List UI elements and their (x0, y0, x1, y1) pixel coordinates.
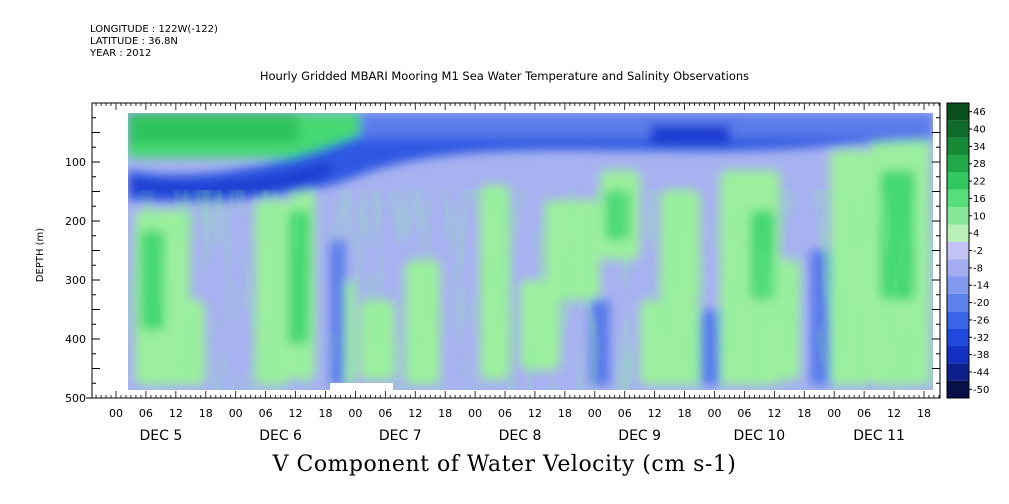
colorbar-label: 28 (973, 159, 986, 170)
field-texture (128, 190, 933, 390)
x-tick-label: 06 (378, 407, 392, 420)
colorbar-segment (947, 241, 969, 260)
strong-negative-band (128, 160, 330, 195)
colorbar-label: 16 (973, 194, 986, 205)
colorbar-label: 10 (973, 211, 986, 222)
x-tick-label: 06 (139, 407, 153, 420)
colorbar-segment (947, 293, 969, 312)
colorbar-label: -26 (973, 315, 989, 326)
colorbar-segment (947, 259, 969, 277)
colorbar-segment (947, 120, 969, 138)
y-tick-label: 300 (65, 274, 86, 287)
colorbar-label: 4 (973, 229, 979, 240)
x-tick-label: 06 (857, 407, 871, 420)
colorbar-label: 46 (973, 107, 986, 118)
colorbar-segment (947, 380, 969, 398)
colorbar-label: -2 (973, 246, 983, 257)
colorbar-segment (947, 155, 969, 173)
x-tick-label: 00 (109, 407, 123, 420)
x-tick-label: 18 (917, 407, 931, 420)
x-tick-label: 18 (438, 407, 452, 420)
upper-negative-core (650, 125, 730, 145)
colorbar-label: 22 (973, 177, 986, 188)
day-label: DEC 5 (140, 428, 183, 444)
missing-data-gap (330, 383, 393, 390)
colorbar-segment (947, 172, 969, 190)
y-tick-label: 400 (65, 333, 86, 346)
colorbar-segment (947, 189, 969, 208)
heatmap-field (128, 113, 933, 390)
colorbar-segment (947, 345, 969, 364)
x-tick-label: 00 (708, 407, 722, 420)
colorbar-label: -44 (973, 367, 989, 378)
x-tick-label: 18 (558, 407, 572, 420)
x-tick-label: 06 (737, 407, 751, 420)
year-label: YEAR : 2012 (90, 48, 152, 59)
bottom-variable-label: V Component of Water Velocity (cm s-1) (272, 452, 737, 477)
colorbar-label: -50 (973, 385, 989, 396)
latitude-label: LATITUDE : 36.8N (90, 36, 178, 47)
x-tick-label: 00 (827, 407, 841, 420)
y-tick-label: 200 (65, 215, 86, 228)
x-tick-label: 12 (648, 407, 662, 420)
colorbar-segment (947, 363, 969, 381)
x-tick-label: 12 (767, 407, 781, 420)
longitude-label: LONGITUDE : 122W(-122) (90, 24, 218, 35)
colorbar-segment (947, 328, 969, 346)
x-tick-label: 00 (348, 407, 362, 420)
y-axis-label: DEPTH (m) (35, 228, 46, 282)
x-tick-label: 06 (498, 407, 512, 420)
upper-negative-area (360, 113, 933, 138)
colorbar-segment (947, 276, 969, 294)
x-tick-label: 12 (887, 407, 901, 420)
day-label: DEC 6 (259, 428, 302, 444)
negative-band (128, 119, 933, 202)
y-tick-label: 500 (65, 392, 86, 405)
x-tick-label: 12 (528, 407, 542, 420)
day-label: DEC 9 (618, 428, 661, 444)
colorbar-label: -32 (973, 333, 989, 344)
x-tick-label: 06 (259, 407, 273, 420)
day-label: DEC 8 (499, 428, 542, 444)
x-tick-label: 12 (408, 407, 422, 420)
day-label: DEC 11 (853, 428, 905, 444)
colorbar-label: -20 (973, 298, 989, 309)
x-tick-label: 00 (229, 407, 243, 420)
colorbar-label: 34 (973, 142, 986, 153)
x-tick-label: 00 (588, 407, 602, 420)
colorbar-label: -14 (973, 281, 989, 292)
x-tick-label: 12 (289, 407, 303, 420)
day-label: DEC 7 (379, 428, 422, 444)
colorbar-label: 40 (973, 125, 986, 136)
x-tick-label: 00 (468, 407, 482, 420)
colorbar-segment (947, 103, 969, 121)
colorbar-segment (947, 137, 969, 156)
day-label: DEC 10 (734, 428, 786, 444)
chart-title: Hourly Gridded MBARI Mooring M1 Sea Wate… (259, 69, 750, 83)
x-tick-label: 18 (678, 407, 692, 420)
surface-strong-band (128, 113, 298, 143)
colorbar: 46 40 34 28 22 16 10 4 -2 -8 -14 -20 -26 -32 -38 -44 -50 (946, 102, 989, 399)
y-tick-label: 100 (65, 156, 86, 169)
x-tick-label: 06 (618, 407, 632, 420)
colorbar-label: -38 (973, 350, 989, 361)
x-tick-label: 18 (797, 407, 811, 420)
x-tick-label: 12 (169, 407, 183, 420)
x-tick-label: 18 (199, 407, 213, 420)
colorbar-segment (947, 224, 969, 242)
x-tick-label: 18 (318, 407, 332, 420)
colorbar-segment (947, 207, 969, 225)
colorbar-segment (947, 311, 969, 329)
colorbar-label: -8 (973, 263, 983, 274)
